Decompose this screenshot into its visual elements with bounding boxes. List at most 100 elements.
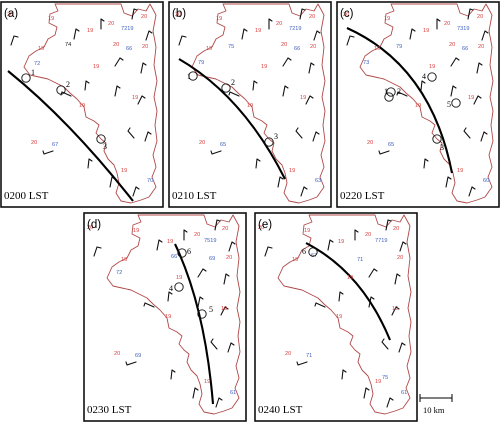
- panel-d: 20 19 20 20 19 7519 66 69 20 19 72 19 19 19 20 69 19 61 6…: [83, 212, 247, 422]
- station-value: 19: [206, 46, 212, 52]
- station-value: 20: [444, 21, 450, 27]
- panel-label: (b): [172, 8, 186, 20]
- time-label: 0220 LST: [340, 190, 385, 202]
- station-value: 7719: [375, 238, 387, 244]
- station-value: 75: [228, 44, 234, 50]
- scale-label: 10 km: [423, 405, 445, 415]
- station-value: 19: [176, 275, 182, 281]
- station-value: 19: [48, 16, 54, 22]
- station-value: 19: [216, 16, 222, 22]
- station-value: 20: [365, 232, 371, 238]
- station-value: 20: [309, 14, 315, 20]
- station-value: 63: [315, 178, 321, 184]
- time-label: 0240 LST: [258, 404, 303, 416]
- svg-text:5: 5: [447, 100, 451, 109]
- station-value: 19: [121, 168, 127, 174]
- station-value: 19: [457, 168, 463, 174]
- station-value: 79: [396, 44, 402, 50]
- scale-bar: 10 km: [419, 394, 453, 415]
- station-value: 20: [343, 12, 349, 18]
- svg-text:4: 4: [422, 72, 426, 81]
- station-value: 19: [204, 379, 210, 385]
- station-value: 7219: [289, 26, 301, 32]
- station-value: 73: [363, 60, 369, 66]
- panel-label: (d): [87, 219, 101, 231]
- station-value: 20: [393, 226, 399, 232]
- station-value: 19: [300, 95, 306, 101]
- station-value: 61: [230, 390, 236, 396]
- svg-text:3: 3: [440, 143, 444, 152]
- station-value: 7319: [457, 26, 469, 32]
- station-value: 19: [423, 28, 429, 34]
- station-value: 20: [31, 140, 37, 146]
- svg-text:4: 4: [169, 284, 173, 293]
- station-value: 19: [336, 314, 342, 320]
- station-value: 20: [281, 42, 287, 48]
- station-value: 7219: [121, 26, 133, 32]
- station-value: 20: [258, 225, 264, 231]
- station-value: 19: [429, 64, 435, 70]
- station-value: 20: [142, 44, 148, 50]
- station-value: 19: [133, 228, 139, 234]
- station-value: 65: [220, 142, 226, 148]
- station-value: 19: [38, 46, 44, 52]
- station-value: 20: [222, 226, 228, 232]
- station-numbers: 20 19 20 20 19 7519 66 69 20 19 72 19 19 19 20 69 19 61: [87, 225, 236, 396]
- svg-text:6: 6: [302, 247, 306, 256]
- station-value: 19: [132, 95, 138, 101]
- station-value: 19: [165, 314, 171, 320]
- marker-4: 4: [422, 72, 437, 82]
- marker-2: 2: [386, 87, 401, 97]
- station-value: 20: [7, 12, 13, 18]
- marker-2: 2: [221, 78, 235, 93]
- station-value: 66: [171, 254, 177, 260]
- station-value: 19: [167, 239, 173, 245]
- marker-3: 3: [264, 132, 278, 147]
- station-value: 19: [374, 46, 380, 52]
- station-value: 19: [255, 28, 261, 34]
- svg-text:1: 1: [31, 68, 35, 77]
- station-value: 20: [113, 42, 119, 48]
- svg-text:3: 3: [274, 132, 278, 141]
- station-value: 20: [194, 232, 200, 238]
- station-value: 20: [276, 21, 282, 27]
- marker-1: 1: [384, 87, 394, 102]
- station-value: 20: [449, 42, 455, 48]
- svg-text:5: 5: [209, 305, 213, 314]
- station-value: 19: [221, 306, 227, 312]
- station-value: 19: [261, 64, 267, 70]
- station-value: 19: [375, 379, 381, 385]
- station-value: 71: [306, 353, 312, 359]
- station-value: 19: [384, 16, 390, 22]
- station-value: 19: [468, 95, 474, 101]
- front-line: [7, 70, 134, 202]
- svg-text:2: 2: [66, 80, 70, 89]
- station-value: 74: [65, 42, 71, 48]
- station-value: 75: [382, 375, 388, 381]
- station-value: 20: [226, 255, 232, 261]
- station-value: 19: [79, 103, 85, 109]
- station-value: 20: [199, 140, 205, 146]
- station-value: 70: [147, 178, 153, 184]
- station-value: 66: [462, 46, 468, 52]
- svg-text:6: 6: [187, 247, 191, 256]
- svg-text:2: 2: [231, 78, 235, 87]
- panel-e-frame: [254, 212, 418, 422]
- station-value: 19: [121, 257, 127, 263]
- station-value: 79: [198, 60, 204, 66]
- time-label: 0230 LST: [87, 404, 132, 416]
- marker-3: 3: [96, 134, 107, 151]
- station-value: 20: [397, 255, 403, 261]
- marker-1: 1: [187, 71, 198, 81]
- station-value: 19: [347, 275, 353, 281]
- marker-6: 6: [302, 247, 318, 257]
- station-numbers: 20 19 20 20 19 7219 75 20 66 20 19 79 19 19 19 20 65 19 63: [175, 12, 321, 184]
- station-value: 20: [87, 225, 93, 231]
- station-value: 19: [292, 257, 298, 263]
- station-value: 72: [116, 270, 122, 276]
